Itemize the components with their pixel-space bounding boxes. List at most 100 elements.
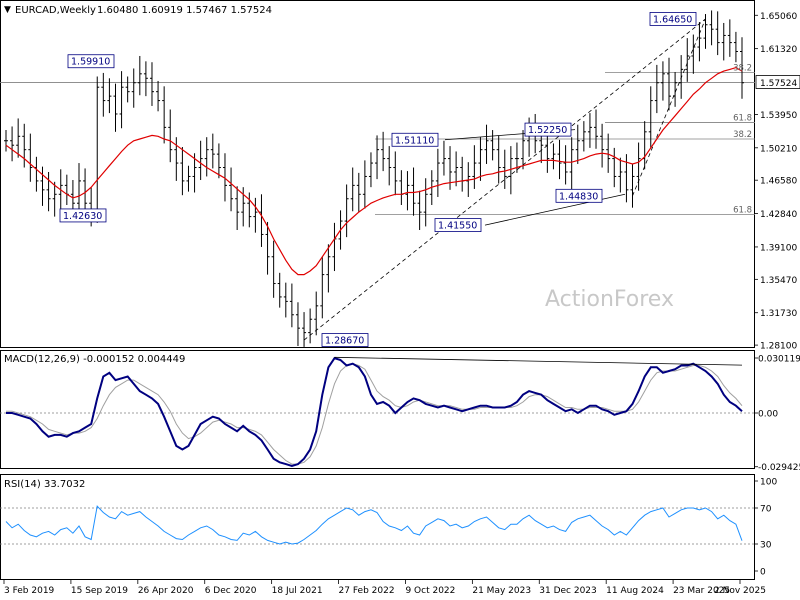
- price-annotation-label: 1.64650: [653, 14, 692, 25]
- price-bar: [709, 10, 714, 46]
- price-bar: [320, 256, 325, 319]
- price-bar: [569, 137, 574, 190]
- fib-level-label: 61.8: [733, 113, 752, 123]
- price-bar: [235, 186, 240, 230]
- price-bar: [302, 312, 307, 347]
- rsi-line: [5, 505, 743, 545]
- price-bar: [350, 167, 355, 212]
- time-tick-label: 21 May 2023: [472, 586, 531, 596]
- price-annotation-box: [59, 208, 107, 223]
- price-bar: [16, 118, 21, 158]
- price-bar: [435, 148, 440, 197]
- price-axis: 1.65060 1.61320 1.57524 1.53950 1.50210 1.465…: [754, 12, 800, 352]
- price-bar: [508, 146, 513, 195]
- price-bar: [502, 149, 507, 189]
- price-bar: [101, 72, 106, 117]
- price-tick-label: 1.57524: [760, 79, 797, 89]
- rsi-tick-label: 0: [760, 568, 766, 578]
- rsi-panel-frame: [0, 474, 755, 580]
- macd-panel-frame: [0, 350, 755, 469]
- price-bar: [180, 146, 185, 196]
- price-bar: [368, 152, 373, 188]
- time-tick-label: 6 Dec 2020: [205, 586, 257, 596]
- price-bar: [186, 165, 191, 192]
- price-annotation-label: 1.44830: [559, 191, 598, 202]
- price-annotation-label: 1.52250: [528, 125, 567, 136]
- macd-title: MACD(12,26,9) -0.000152 0.004449: [4, 354, 185, 365]
- price-tick-label: 1.65060: [760, 12, 797, 22]
- price-bar: [594, 109, 599, 149]
- price-annotation-label: 1.59910: [71, 57, 110, 68]
- price-bar: [581, 121, 586, 152]
- time-tick-label: 18 Jul 2021: [272, 586, 323, 596]
- price-bar: [618, 157, 623, 193]
- time-tick-label: 2 Nov 2025: [714, 586, 766, 596]
- price-bar: [654, 64, 659, 114]
- sma-line-layer: [5, 66, 743, 276]
- collapse-arrow-icon[interactable]: ▼: [4, 5, 11, 15]
- price-bar: [40, 166, 45, 206]
- price-bar: [496, 135, 501, 184]
- price-bar: [393, 151, 398, 196]
- price-tick-label: 1.42840: [760, 210, 797, 220]
- price-bar: [58, 169, 63, 209]
- price-bar: [277, 272, 282, 308]
- fib-level-label: 61.8: [733, 205, 752, 215]
- price-bar: [411, 167, 416, 216]
- price-annotation-box: [434, 218, 482, 232]
- price-bar: [381, 131, 386, 172]
- price-bar: [210, 133, 215, 169]
- price-bar: [563, 145, 568, 185]
- macd-tick-label: -0.029425: [758, 463, 800, 473]
- price-bar: [344, 184, 349, 238]
- rsi-title: RSI(14) 33.7032: [4, 479, 85, 490]
- price-annotation-box: [67, 54, 115, 69]
- price-bar: [454, 151, 459, 187]
- price-annotation-box: [524, 122, 572, 137]
- price-bar: [472, 145, 477, 189]
- price-bar: [247, 192, 252, 228]
- price-bar: [740, 37, 744, 99]
- price-bar: [356, 172, 361, 213]
- price-bar: [478, 137, 483, 181]
- price-bar: [216, 143, 221, 179]
- trend-line: [303, 18, 706, 341]
- price-bar: [673, 72, 678, 107]
- price-annotation-label: 1.41550: [438, 221, 477, 232]
- price-tick-label: 1.35470: [760, 276, 797, 286]
- time-tick-label: 9 Oct 2022: [405, 586, 455, 596]
- time-axis: 3 Feb 2019 15 Sep 2019 26 Apr 2020 6 Dec 20…: [3, 580, 766, 596]
- price-bar: [490, 130, 495, 161]
- price-bar: [125, 76, 130, 103]
- price-bar: [715, 11, 720, 56]
- price-bar: [295, 302, 300, 346]
- price-bar: [660, 61, 665, 101]
- price-bar: [204, 137, 209, 177]
- time-tick-label: 11 Aug 2024: [606, 586, 664, 596]
- rsi-axis: 100 70 30 0: [754, 478, 777, 578]
- macd-tick-label: 0.00: [758, 410, 778, 420]
- time-tick-label: 26 Apr 2020: [138, 586, 194, 596]
- rsi-tick-label: 30: [760, 541, 772, 551]
- fib-level-label: 38.2: [733, 63, 752, 73]
- price-annotation-box: [649, 12, 697, 26]
- price-tick-label: 1.61320: [760, 45, 797, 55]
- time-tick-label: 23 Mar 2025: [673, 586, 730, 596]
- chart-symbol-label: EURCAD,Weekly: [15, 5, 96, 16]
- price-annotation-box: [555, 188, 603, 203]
- price-bar: [113, 83, 118, 132]
- price-annotation-box: [321, 333, 369, 347]
- price-bar: [149, 62, 154, 106]
- macd-axis: 0.030119 0.00 -0.029425: [754, 355, 800, 473]
- price-tick-label: 1.50210: [760, 144, 797, 154]
- time-tick-label: 3 Feb 2019: [4, 586, 55, 596]
- price-annotation-box: [391, 132, 439, 147]
- price-bar: [253, 197, 258, 233]
- price-bar: [119, 71, 124, 129]
- price-bar: [271, 240, 276, 298]
- watermark: ActionForex: [545, 287, 674, 312]
- price-bar: [727, 19, 732, 57]
- macd-line: [6, 357, 743, 468]
- price-tick-label: 1.46580: [760, 177, 797, 187]
